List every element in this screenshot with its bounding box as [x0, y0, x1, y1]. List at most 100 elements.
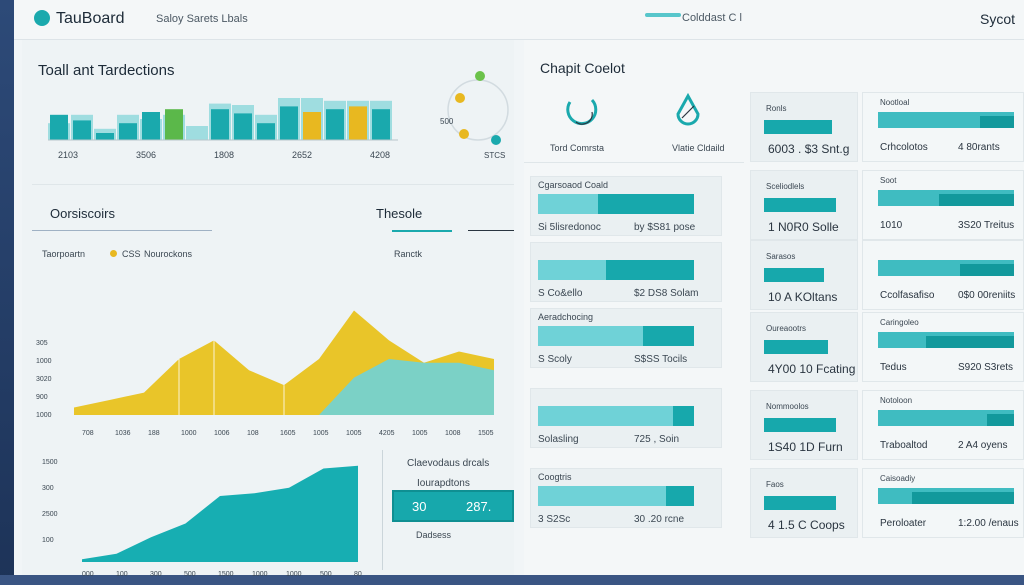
metric-bar-fill[interactable] [673, 406, 694, 426]
bar-teal-7[interactable] [211, 109, 229, 140]
bar-teal-9[interactable] [257, 123, 275, 140]
bar-teal-12[interactable] [326, 109, 344, 140]
donut-chart: 500 STCS [440, 71, 509, 160]
info-card-track [878, 410, 1014, 426]
underline-mid[interactable] [392, 230, 452, 232]
donut-label: STCS [484, 151, 505, 160]
info-card-left: Tedus [880, 362, 907, 373]
bar-gold-13[interactable] [349, 106, 367, 140]
area-chart-secondary: 1500 300 2500 100 000 100 300 500 1500 1000 1000 50… [42, 459, 362, 578]
top-search[interactable]: Colddast C l [682, 12, 742, 24]
area-y-tick: 1000 [36, 358, 52, 365]
donut-dot-2[interactable] [491, 135, 501, 145]
info-card-fill[interactable] [986, 414, 1014, 426]
donut-ring [447, 79, 509, 141]
area-x-tick: 1036 [115, 430, 131, 437]
info-card-fill[interactable] [925, 336, 1014, 348]
legend-label-mid: Nourockons [144, 249, 193, 259]
info-card-fill[interactable] [939, 194, 1014, 206]
bar-teal-8[interactable] [234, 113, 252, 140]
metric-bar-track [538, 486, 688, 506]
bar-teal-10[interactable] [280, 106, 298, 140]
metric-bar-fill[interactable] [665, 486, 694, 506]
bar-teal-2[interactable] [96, 133, 114, 140]
area2-x-tick: 500 [320, 571, 332, 578]
bar-teal-1[interactable] [73, 120, 91, 140]
device-frame-left [0, 0, 14, 585]
info-card-title: Nootloal [880, 98, 910, 107]
area2-series[interactable] [82, 465, 358, 562]
bar-tick-label: 4208 [370, 150, 390, 160]
metric-bar-track [538, 406, 688, 426]
stat-card-bar[interactable] [764, 340, 828, 354]
info-card-fill[interactable] [959, 264, 1014, 276]
area-x-tick: 188 [148, 430, 160, 437]
metric-foot-left: 3 S2Sc [538, 514, 571, 525]
bar-teal-3[interactable] [119, 123, 137, 140]
info-card-fill[interactable] [912, 492, 1014, 504]
area-x-tick: 1000 [181, 430, 197, 437]
device-frame-bottom [0, 575, 1024, 585]
metric-foot-right: 30 .20 rcne [634, 514, 685, 525]
metric-foot-left: S Scoly [538, 354, 572, 365]
drop-icon[interactable] [668, 92, 708, 132]
bar-teal-0[interactable] [50, 114, 68, 140]
right-header: Chapit Coelot [540, 60, 625, 76]
donut-dot-3[interactable] [459, 129, 469, 139]
info-card-title: Caisoadiy [880, 474, 916, 483]
stat-card-bar[interactable] [764, 198, 836, 212]
refresh-icon[interactable] [562, 92, 602, 132]
stat-card-title: Nommoolos [766, 402, 809, 411]
left-panel: Toall ant Tardections 2103 3506 1808 2652 42… [22, 40, 514, 578]
metric-bar-fill[interactable] [643, 326, 694, 346]
stat-card-bar[interactable] [764, 120, 832, 134]
info-card-left: Crhcolotos [880, 142, 928, 153]
area-x-tick: 708 [82, 430, 94, 437]
stat-card-value: 6003 . $3 Snt.g [768, 142, 850, 156]
info-card-right: 4 80rants [958, 142, 1000, 153]
bar-teal-14[interactable] [372, 109, 390, 140]
bar-light-6[interactable] [186, 126, 208, 140]
stat-card-bar[interactable] [764, 418, 836, 432]
area-x-tick: 1005 [346, 430, 362, 437]
stat-card-title: Oureaootrs [766, 324, 807, 333]
metric-bar-fill[interactable] [605, 260, 694, 280]
metric-foot-right: $2 DS8 Solam [634, 288, 699, 299]
bar-chart: 2103 3506 1808 2652 4208 [48, 98, 398, 160]
metric-foot-left: Si 5lisredonoc [538, 222, 601, 233]
info-card-fill[interactable] [980, 116, 1014, 128]
user-name[interactable]: Sycot [980, 11, 1016, 27]
bar-green-5[interactable] [165, 109, 183, 140]
stat-card-bar[interactable] [764, 496, 836, 510]
top-chart-title: Toall ant Tardections [38, 62, 175, 79]
stat-card-title: Faos [766, 480, 784, 489]
donut-dot-0[interactable] [455, 93, 465, 103]
bar-tick-label: 1808 [214, 150, 234, 160]
stat-divider [382, 450, 383, 570]
area-y-tick: 1000 [36, 412, 52, 419]
metric-foot-left: Solasling [538, 434, 579, 445]
info-card-left: Ccolfasafiso [880, 290, 935, 301]
area2-y-tick: 300 [42, 485, 54, 492]
mid-left-title: Oorsiscoirs [50, 206, 116, 221]
info-card-title: Soot [880, 176, 897, 185]
stat-title: Claevodaus drcals [407, 458, 490, 469]
stat-box[interactable]: 30 287. [392, 490, 514, 522]
metric-bar-fill[interactable] [598, 194, 694, 214]
info-card-left: Traboaltod [880, 440, 928, 451]
top-nav[interactable]: Saloy Sarets Lbals [156, 13, 248, 25]
donut-dot-1[interactable] [475, 71, 485, 81]
area-x-tick: 108 [247, 430, 259, 437]
legend-gold-icon [110, 250, 117, 257]
stat-card-bar[interactable] [764, 268, 824, 282]
mid-right-title: Thesole [376, 206, 423, 221]
nav-indicator-icon [645, 13, 681, 17]
stat-left-value: 30 [412, 499, 427, 514]
area-y-tick: 900 [36, 394, 48, 401]
bar-gold-11[interactable] [303, 112, 321, 140]
bar-teal-4[interactable] [142, 112, 160, 140]
info-card-right: S920 S3rets [958, 362, 1014, 373]
info-card-left: 1010 [880, 220, 903, 231]
area-series-cyan[interactable] [74, 359, 494, 415]
area2-x-tick: 500 [184, 571, 196, 578]
